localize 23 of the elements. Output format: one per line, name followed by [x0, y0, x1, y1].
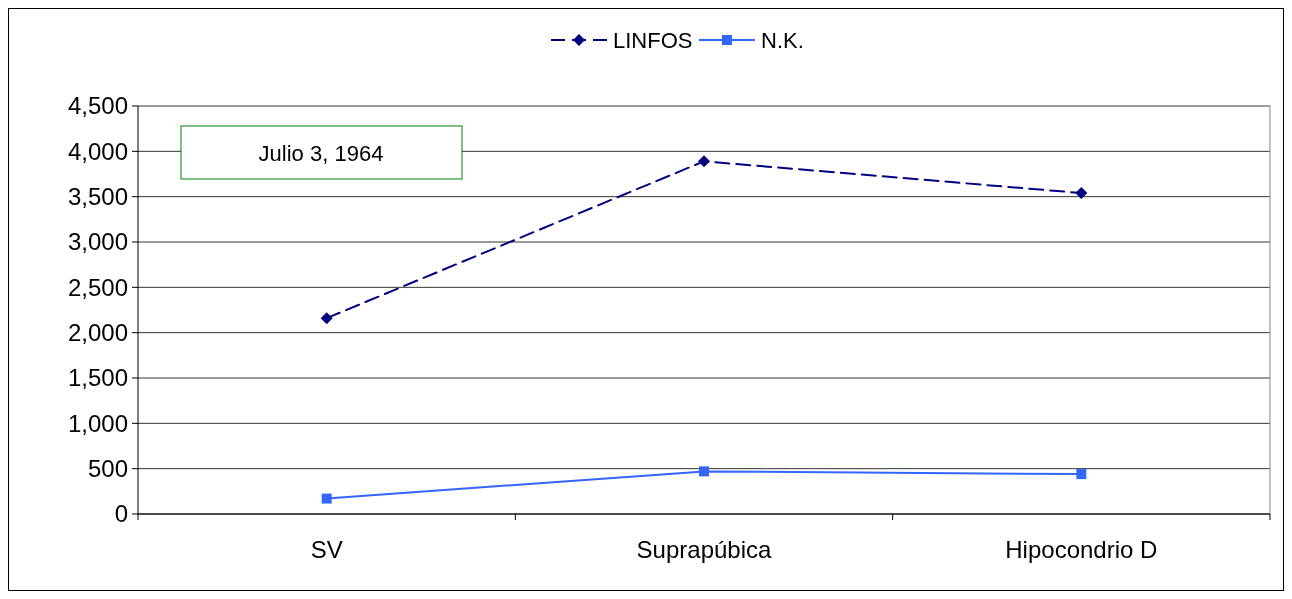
point: [1075, 187, 1088, 200]
y-tick-label: 500: [87, 455, 128, 483]
point: [320, 312, 333, 325]
annotation: Julio 3, 1964: [258, 140, 384, 166]
point: [1076, 469, 1087, 480]
x-tick-label: Hipocondrio D: [1005, 536, 1158, 563]
y-tick-label: 4,500: [67, 92, 128, 120]
y-tick-label: 1,500: [67, 364, 128, 392]
point: [321, 493, 332, 504]
y-tick-label: 2,500: [67, 273, 128, 301]
y-tick-label: 1,000: [67, 409, 128, 437]
x-tick-label: Suprapúbica: [636, 536, 773, 563]
legend-label: LINFOS: [613, 27, 693, 53]
y-tick-label: 3,500: [67, 183, 128, 211]
note-box: Julio 3, 1964: [180, 125, 463, 180]
y-tick-label: 4,000: [67, 137, 128, 165]
legend-label: N.K.: [761, 27, 804, 53]
point: [698, 155, 710, 168]
x-tick-label: SV: [310, 536, 343, 563]
y-tick-label: 2,000: [67, 319, 128, 347]
y-tick-label: 3,000: [67, 228, 128, 256]
y-tick-label: 0: [114, 500, 128, 528]
point: [699, 466, 709, 477]
